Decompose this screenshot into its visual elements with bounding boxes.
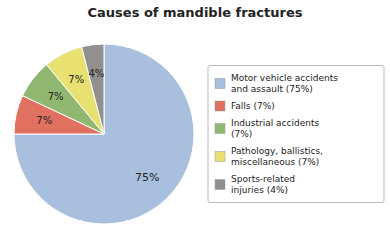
chart: Causes of mandible fractures 75% 7% 7% 7% 4% M… [0,0,390,245]
legend-swatch [215,180,225,190]
legend-label-line: and assault (75%) [231,84,313,94]
chart-container: Causes of mandible fractures 75% 7% 7% 7% 4% M… [0,0,390,245]
legend: Motor vehicle accidentsand assault (75%)… [208,66,384,203]
data-label: 7% [36,115,52,126]
data-label: 7% [48,91,64,102]
legend-label-line: Sports-related [231,174,295,184]
legend-swatch [215,124,225,134]
pie-slice [14,44,194,224]
legend-label-line: Motor vehicle accidents [231,73,338,83]
legend-swatch [215,152,225,162]
legend-label-line: (7%) [231,129,252,139]
data-label: 7% [68,74,84,85]
legend-label-line: injuries (4%) [231,185,288,195]
pie-slice [82,44,104,134]
pie [14,44,194,224]
legend-label-line: miscellaneous (7%) [231,157,319,167]
legend-swatch [215,79,225,89]
legend-label: Industrial accidents(7%) [231,118,319,139]
legend-label: Motor vehicle accidentsand assault (75%) [231,73,338,94]
legend-label-line: Industrial accidents [231,118,319,128]
data-label: 75% [135,171,159,184]
legend-label: Pathology, ballistics,miscellaneous (7%) [231,146,323,167]
title: Causes of mandible fractures [88,5,303,20]
data-label: 4% [88,68,104,79]
legend-label-line: Falls (7%) [231,101,275,111]
legend-label: Sports-relatedinjuries (4%) [231,174,295,195]
data-labels: 75% 7% 7% 7% 4% [36,68,159,184]
legend-label-line: Pathology, ballistics, [231,146,323,156]
legend-frame [208,66,384,203]
legend-swatch [215,101,225,111]
legend-label: Falls (7%) [231,101,275,111]
